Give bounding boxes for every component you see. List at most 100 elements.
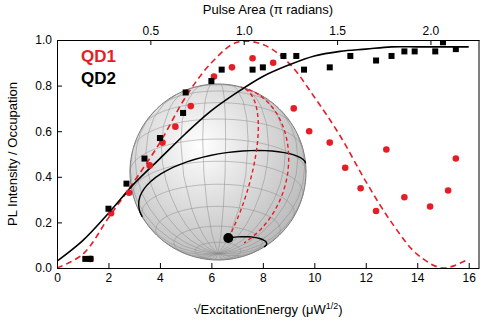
data-point	[453, 155, 460, 162]
tick	[211, 263, 212, 268]
tick-label: 8	[260, 271, 267, 285]
tick	[430, 40, 431, 45]
x2ticks-axis: 0.5 1.0 1.5 2.0	[58, 24, 480, 45]
legend-entry: QD1	[81, 47, 116, 66]
data-point	[183, 89, 189, 95]
x-axis-title: √ExcitationEnergy (μW1/2)	[193, 301, 342, 317]
data-point	[347, 53, 353, 59]
tick-label: 4	[157, 271, 164, 285]
tick-label: 0.8	[35, 79, 52, 93]
y-axis-title: PL Intensity / Occupation	[5, 82, 20, 226]
tick	[314, 263, 315, 268]
tick-label: 14	[411, 271, 425, 285]
ground-state	[223, 233, 233, 243]
data-point	[445, 187, 452, 194]
axis-line	[57, 41, 58, 269]
tick-label: 0.4	[35, 170, 52, 184]
bloch-sphere	[130, 84, 306, 260]
tick	[57, 131, 62, 132]
data-point	[306, 128, 313, 135]
tick-label: 10	[308, 271, 322, 285]
tick-group: 1.0	[236, 24, 253, 45]
data-point	[229, 64, 236, 71]
tick-label: 1.0	[236, 24, 253, 38]
tick-label: 1.5	[329, 24, 346, 38]
data-point	[280, 53, 286, 59]
data-point	[373, 58, 379, 64]
data-point	[208, 78, 214, 84]
tick	[57, 86, 62, 87]
data-point	[219, 67, 225, 73]
data-point	[105, 206, 111, 212]
tick	[160, 263, 161, 268]
data-point	[260, 64, 266, 70]
trajectory	[228, 87, 288, 243]
tick-label: 2	[106, 271, 113, 285]
tick	[469, 263, 470, 268]
data-point	[146, 162, 153, 169]
legend-entry: QD2	[81, 69, 116, 88]
tick-group: 6	[209, 263, 216, 285]
data-point	[327, 64, 333, 70]
data-point	[301, 67, 307, 73]
tick	[366, 263, 367, 268]
tick-label: 16	[463, 271, 477, 285]
tick	[244, 40, 245, 45]
data-point	[126, 189, 133, 196]
tick-group: 2	[106, 263, 113, 285]
data-point	[383, 146, 390, 153]
data-point	[82, 256, 88, 262]
sphere-grid	[130, 84, 306, 260]
data-point	[326, 139, 333, 146]
chart: 02468101214160.00.20.40.60.81.00.51.01.5…	[0, 0, 497, 332]
xticks-axis: 0 2 4 6 8 10 12 14 16	[54, 263, 479, 285]
data-point	[401, 194, 408, 201]
tick-group: 0.4	[35, 170, 62, 184]
tick-group: 0.0	[35, 261, 62, 275]
yticks-axis: 0.00.20.40.60.81.0	[35, 33, 62, 275]
data-point	[412, 48, 418, 54]
x2-axis-title: Pulse Area (π radians)	[203, 2, 333, 17]
data-point	[172, 123, 179, 130]
tick	[150, 40, 151, 45]
axis-line	[58, 268, 480, 269]
tick-group: 16	[463, 263, 477, 285]
tick-label: 6	[209, 271, 216, 285]
data-point	[141, 156, 147, 162]
fit-line	[57, 47, 469, 261]
tick-label: 2.0	[423, 24, 440, 38]
data-point	[157, 135, 163, 141]
tick	[57, 222, 62, 223]
data-point	[453, 46, 459, 52]
frame	[479, 40, 480, 268]
tick-group: 1.5	[329, 24, 346, 45]
data-point	[373, 208, 380, 215]
plot-area	[57, 40, 469, 268]
data-point	[188, 103, 195, 110]
data-point	[290, 105, 297, 112]
data-point	[87, 256, 93, 262]
tick	[57, 268, 62, 269]
tick-group: 10	[308, 263, 322, 285]
tick-group: 4	[157, 263, 164, 285]
data-point	[180, 110, 186, 116]
tick-group: 12	[360, 263, 374, 285]
data-point	[432, 48, 438, 54]
data-point	[342, 164, 349, 171]
tick-group: 2.0	[423, 24, 440, 45]
axis-line	[58, 40, 480, 41]
tick-label: 0.6	[35, 125, 52, 139]
tick-group: 14	[411, 263, 425, 285]
data-point	[427, 203, 434, 210]
tick	[417, 263, 418, 268]
data-point	[357, 185, 364, 192]
tick-label: 0	[54, 271, 61, 285]
tick-group: 0.8	[35, 79, 62, 93]
tick	[263, 263, 264, 268]
tick	[57, 177, 62, 178]
tick-label: 1.0	[35, 33, 52, 47]
tick-label: 0.5	[143, 24, 160, 38]
data-point	[250, 67, 256, 73]
tick-label: 0.0	[35, 261, 52, 275]
data-point	[123, 181, 129, 187]
